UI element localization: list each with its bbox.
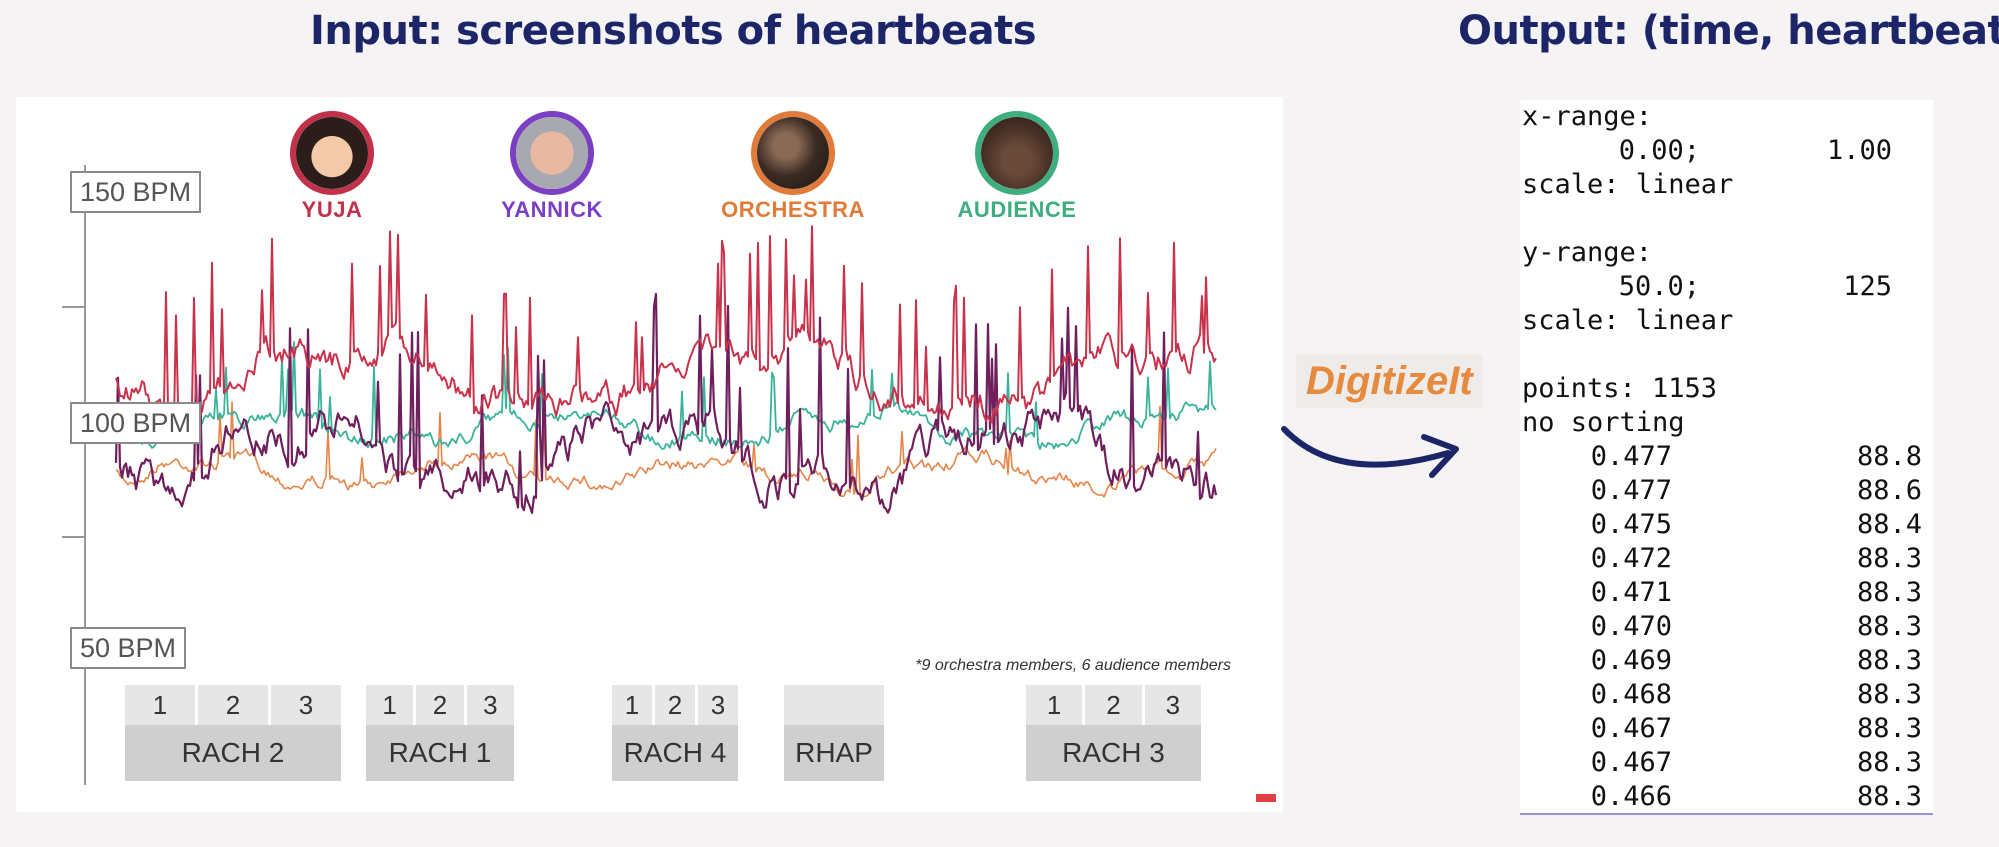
point-row: 0.466 88.3 xyxy=(1522,780,1933,814)
movement: 2 xyxy=(655,685,695,725)
points-list: 0.477 88.8 0.477 88.6 0.475 88.4 0.472 88.3 0.47… xyxy=(1522,440,1933,814)
digitizeit-label: DigitizeIt xyxy=(1296,355,1483,408)
movement: 1 xyxy=(612,685,652,725)
point-heartbeat: 88.3 xyxy=(1856,645,1922,676)
orchestra-avatar xyxy=(751,111,835,195)
digitized-output-panel: x-range: 0.00; 1.00 scale: linear y-rang… xyxy=(1520,100,1933,815)
yuja-heartbeat-line xyxy=(115,225,1217,424)
y-range-label: y-range: xyxy=(1522,237,1653,268)
yannick-avatar xyxy=(510,111,594,195)
yuja-label: YUJA xyxy=(301,197,363,222)
piece-label: RHAP xyxy=(784,725,884,781)
point-heartbeat: 88.8 xyxy=(1856,441,1922,472)
orchestra-label: ORCHESTRA xyxy=(721,197,865,222)
heartbeat-chart xyxy=(62,165,1276,802)
y-label-100: 100 BPM xyxy=(70,402,202,444)
piece-rach1: 1 2 3 RACH 1 xyxy=(366,685,514,781)
movement: 1 xyxy=(125,685,195,725)
x-range-min: 0.00; xyxy=(1618,135,1700,166)
movement: 3 xyxy=(271,685,341,725)
point-heartbeat: 88.4 xyxy=(1856,509,1922,540)
audience-label: AUDIENCE xyxy=(957,197,1077,222)
sorting-mode: no sorting xyxy=(1522,407,1685,438)
yannick-heartbeat-line xyxy=(114,292,1218,514)
movement: 2 xyxy=(416,685,464,725)
movement: 3 xyxy=(1144,685,1201,725)
curved-arrow-icon xyxy=(1281,426,1459,478)
point-row: 0.477 88.6 xyxy=(1522,474,1933,508)
point-time: 0.468 xyxy=(1590,679,1672,710)
point-time: 0.467 xyxy=(1590,713,1672,744)
point-time: 0.472 xyxy=(1590,543,1672,574)
y-label-50: 50 BPM xyxy=(70,627,187,669)
yannick-label: YANNICK xyxy=(501,197,603,222)
piece-label: RACH 3 xyxy=(1026,725,1201,781)
point-row: 0.468 88.3 xyxy=(1522,678,1933,712)
point-time: 0.477 xyxy=(1590,441,1672,472)
movement: 3 xyxy=(466,685,514,725)
piece-rhap: RHAP xyxy=(784,685,884,781)
piece-rach3: 1 2 3 RACH 3 xyxy=(1026,685,1201,781)
piece-label: RACH 1 xyxy=(366,725,514,781)
chart-footnote: *9 orchestra members, 6 audience members xyxy=(915,657,1231,674)
point-heartbeat: 88.6 xyxy=(1856,475,1922,506)
piece-rach2: 1 2 3 RACH 2 xyxy=(125,685,341,781)
y-label-150: 150 BPM xyxy=(70,171,202,213)
point-row: 0.469 88.3 xyxy=(1522,644,1933,678)
point-time: 0.467 xyxy=(1590,747,1672,778)
audience-avatar xyxy=(975,111,1059,195)
heartbeat-lines xyxy=(114,225,1218,514)
point-time: 0.471 xyxy=(1590,577,1672,608)
movement xyxy=(784,685,884,725)
point-row: 0.471 88.3 xyxy=(1522,576,1933,610)
points-count: points: 1153 xyxy=(1522,373,1718,404)
point-heartbeat: 88.3 xyxy=(1856,543,1922,574)
x-range-label: x-range: xyxy=(1522,101,1653,132)
movement: 3 xyxy=(698,685,738,725)
heartbeat-chart-screenshot: 150 BPM 100 BPM 50 BPM YUJA YANNICK ORCH… xyxy=(16,97,1283,812)
participant-yuja: YUJA xyxy=(232,111,432,223)
output-heading: Output: (time, heartbeat) xyxy=(1458,8,1999,54)
point-heartbeat: 88.3 xyxy=(1856,577,1922,608)
point-row: 0.477 88.8 xyxy=(1522,440,1933,474)
point-heartbeat: 88.3 xyxy=(1856,713,1922,744)
point-row: 0.467 88.3 xyxy=(1522,712,1933,746)
participant-yannick: YANNICK xyxy=(452,111,652,223)
piece-label: RACH 2 xyxy=(125,725,341,781)
y-scale: scale: linear xyxy=(1522,305,1734,336)
audience-heartbeat-line xyxy=(115,340,1217,451)
y-range-values: 50.0; 125 xyxy=(1522,270,1933,304)
orchestra-heartbeat-line xyxy=(115,401,1217,498)
x-range-values: 0.00; 1.00 xyxy=(1522,134,1933,168)
point-row: 0.467 88.3 xyxy=(1522,746,1933,780)
x-range-max: 1.00 xyxy=(1826,135,1892,166)
point-row: 0.470 88.3 xyxy=(1522,610,1933,644)
x-scale: scale: linear xyxy=(1522,169,1734,200)
participant-audience: AUDIENCE xyxy=(917,111,1117,223)
y-range-max: 125 xyxy=(1843,271,1892,302)
input-heading: Input: screenshots of heartbeats xyxy=(310,8,1037,54)
point-heartbeat: 88.3 xyxy=(1856,679,1922,710)
point-time: 0.475 xyxy=(1590,509,1672,540)
corner-mark xyxy=(1256,794,1276,802)
yuja-avatar xyxy=(290,111,374,195)
movement: 2 xyxy=(1085,685,1142,725)
point-time: 0.469 xyxy=(1590,645,1672,676)
movement: 2 xyxy=(198,685,268,725)
point-time: 0.470 xyxy=(1590,611,1672,642)
point-heartbeat: 88.3 xyxy=(1856,781,1922,812)
point-time: 0.477 xyxy=(1590,475,1672,506)
movement: 1 xyxy=(1026,685,1083,725)
piece-label: RACH 4 xyxy=(612,725,738,781)
point-time: 0.466 xyxy=(1590,781,1672,812)
point-row: 0.475 88.4 xyxy=(1522,508,1933,542)
point-row: 0.472 88.3 xyxy=(1522,542,1933,576)
piece-rach4: 1 2 3 RACH 4 xyxy=(612,685,738,781)
y-range-min: 50.0; xyxy=(1618,271,1700,302)
movement: 1 xyxy=(366,685,414,725)
point-heartbeat: 88.3 xyxy=(1856,611,1922,642)
point-heartbeat: 88.3 xyxy=(1856,747,1922,778)
participant-orchestra: ORCHESTRA xyxy=(693,111,893,223)
